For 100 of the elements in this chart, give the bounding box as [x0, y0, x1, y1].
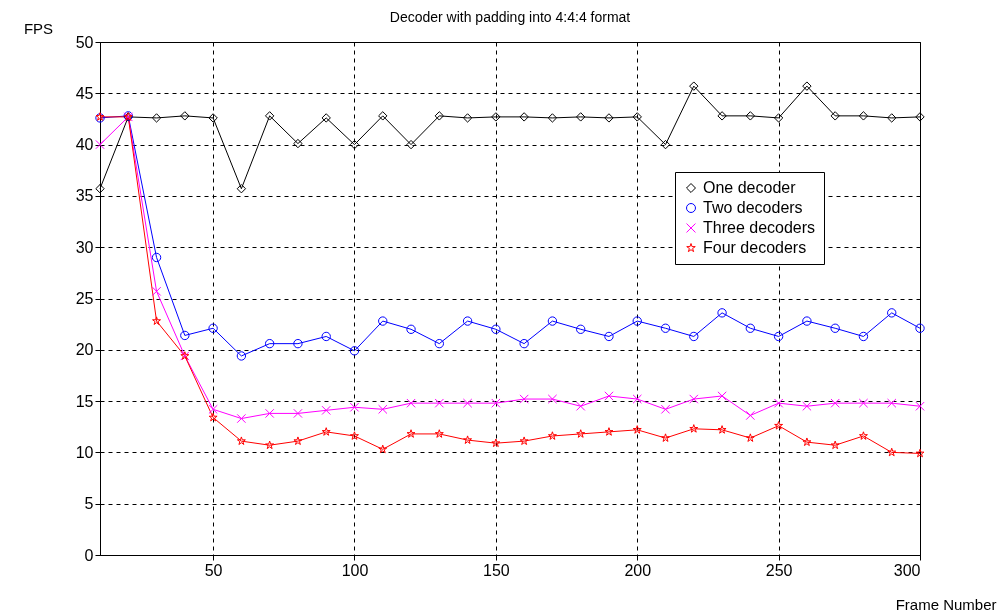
point [576, 429, 586, 438]
point [95, 139, 105, 150]
point [462, 398, 473, 408]
point [264, 338, 275, 349]
x-tick-label: 100 [341, 561, 369, 579]
point [151, 252, 162, 263]
point [434, 429, 444, 438]
point [491, 324, 501, 334]
point [915, 323, 925, 333]
y-tick-label: 15 [75, 392, 94, 410]
point [321, 331, 331, 342]
point [717, 425, 727, 434]
point [689, 81, 699, 91]
point [434, 398, 444, 408]
point [745, 433, 755, 442]
point [858, 111, 869, 121]
point [689, 394, 699, 404]
point [773, 113, 784, 123]
point [689, 424, 699, 433]
point [887, 113, 897, 123]
point [547, 113, 558, 123]
point [293, 436, 303, 445]
point [463, 435, 473, 444]
y-tick-label: 25 [75, 290, 94, 307]
point [519, 112, 529, 122]
y-tick-label: 0 [84, 546, 94, 564]
point [660, 139, 671, 150]
legend-label: Two decoders [703, 199, 803, 216]
point [349, 402, 360, 412]
point [915, 401, 925, 411]
point [491, 438, 501, 448]
point [576, 112, 586, 122]
point [858, 398, 869, 408]
point [378, 444, 388, 454]
x-tick-label: 150 [483, 561, 510, 579]
point [661, 433, 670, 442]
point [915, 448, 925, 458]
point [802, 437, 812, 447]
x-axis-title: Frame Number [895, 595, 997, 613]
y-tick-label: 45 [75, 84, 94, 102]
point [349, 139, 360, 150]
point [293, 138, 303, 149]
point [576, 324, 586, 334]
point [491, 398, 501, 408]
point [293, 338, 303, 349]
point [180, 330, 190, 341]
legend-label: One decoder [703, 179, 797, 196]
point [95, 184, 105, 194]
point [660, 404, 671, 414]
chart-title: Decoder with padding into 4:4:4 format [389, 9, 631, 25]
point [151, 286, 162, 296]
point [887, 447, 897, 457]
point [208, 404, 218, 414]
y-tick-label: 5 [84, 495, 94, 513]
point [321, 427, 331, 436]
point [604, 331, 614, 342]
point [858, 431, 868, 440]
point [632, 394, 642, 404]
point [406, 139, 416, 150]
point [378, 316, 388, 326]
point [689, 331, 699, 342]
x-tick-label: 50 [204, 561, 223, 579]
point [858, 331, 869, 342]
point [208, 323, 218, 333]
point [802, 81, 812, 91]
point [321, 113, 331, 123]
point [236, 413, 247, 424]
point [208, 113, 218, 123]
point [236, 351, 247, 361]
point [717, 308, 727, 318]
point [632, 425, 642, 434]
point [745, 111, 756, 121]
point [491, 112, 501, 122]
point [660, 323, 671, 333]
point [519, 394, 529, 404]
point [406, 429, 416, 438]
point [830, 398, 840, 408]
y-tick-label: 50 [75, 33, 94, 51]
point [151, 113, 162, 123]
y-tick-label: 10 [75, 443, 94, 461]
point [604, 391, 614, 401]
point [774, 421, 784, 430]
x-tick-label: 250 [765, 561, 793, 579]
point [830, 440, 840, 450]
point [576, 401, 586, 411]
point [632, 316, 642, 326]
point [264, 408, 275, 419]
legend-label: Four decoders [703, 239, 807, 256]
point [350, 431, 359, 440]
point [321, 405, 331, 416]
point [434, 111, 444, 121]
point [152, 316, 162, 325]
point [717, 111, 727, 121]
point [830, 111, 840, 121]
point [887, 398, 897, 408]
y-tick-label: 40 [75, 136, 94, 154]
point [604, 113, 614, 123]
point [745, 323, 756, 333]
point [915, 112, 925, 122]
y-tick-label: 35 [75, 187, 94, 205]
